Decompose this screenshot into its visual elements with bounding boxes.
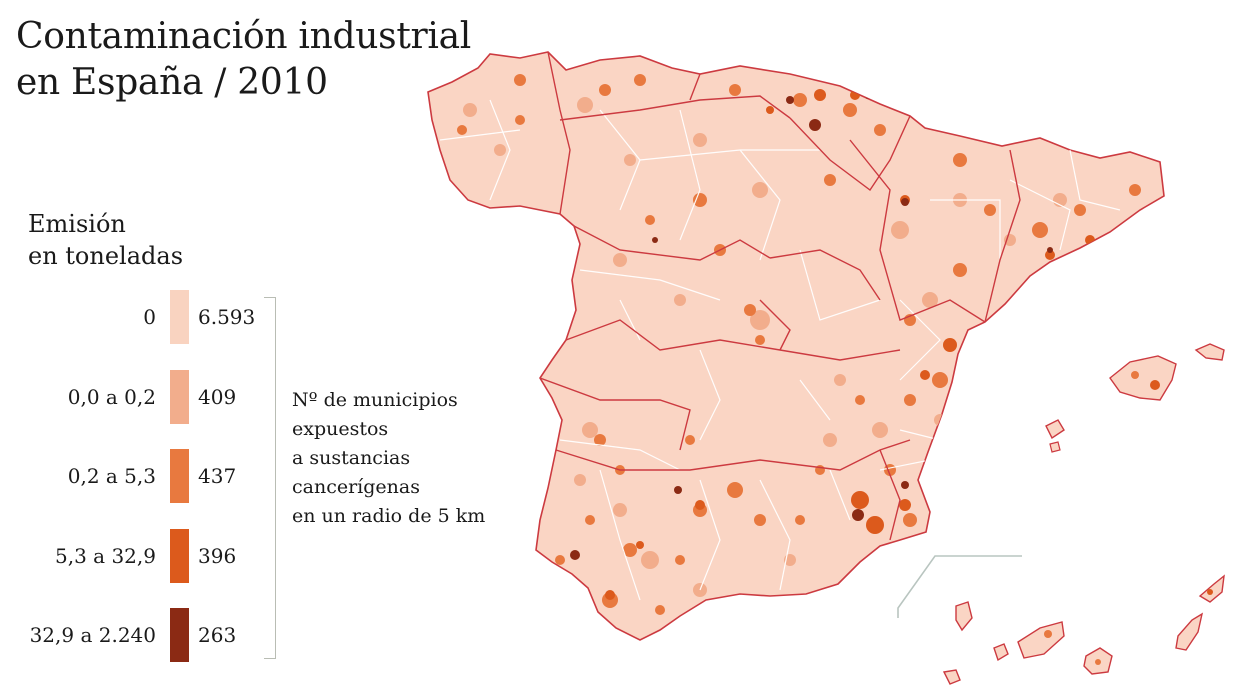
legend-range: 0,0 a 0,2 <box>67 385 156 409</box>
note-line-4: cancerígenas <box>292 476 420 498</box>
legend-title-line-2: en toneladas <box>28 242 184 270</box>
legend-count: 437 <box>198 464 237 488</box>
title-line-1: Contaminación industrial <box>16 16 471 57</box>
legend-range: 32,9 a 2.240 <box>29 623 156 647</box>
legend-swatch <box>170 449 189 503</box>
note-line-2: expuestos <box>292 418 389 440</box>
legend-row-2: 0,2 a 5,3 437 <box>0 449 280 503</box>
legend-range: 0,2 a 5,3 <box>67 464 156 488</box>
note-line-3: a sustancias <box>292 447 411 469</box>
inset-frame <box>897 555 1022 618</box>
legend-count: 263 <box>198 623 237 647</box>
canary-islands <box>942 574 1225 685</box>
province-borders <box>439 99 1121 601</box>
legend-range: 5,3 a 32,9 <box>55 544 156 568</box>
region-borders <box>539 52 1021 541</box>
legend-row-4: 32,9 a 2.240 263 <box>0 608 280 662</box>
canary-hotspot <box>1207 589 1213 595</box>
balearic-islands <box>1045 343 1225 453</box>
legend-count: 6.593 <box>198 305 256 329</box>
legend-swatch <box>170 370 189 424</box>
legend-row-1: 0,0 a 0,2 409 <box>0 370 280 424</box>
legend-row-0: 0 6.593 <box>0 290 280 344</box>
legend-title: Emisión en toneladas <box>28 208 183 272</box>
emission-hotspots <box>457 74 1141 615</box>
legend-row-3: 5,3 a 32,9 396 <box>0 529 280 583</box>
legend-count: 409 <box>198 385 237 409</box>
legend-swatch <box>170 290 189 344</box>
legend-count: 396 <box>198 544 237 568</box>
note-line-1: Nº de municipios <box>292 389 458 411</box>
mainland-spain <box>427 51 1165 641</box>
legend-title-line-1: Emisión <box>28 210 126 238</box>
legend-swatch <box>170 529 189 583</box>
legend-swatch <box>170 608 189 662</box>
note-line-5: en un radio de 5 km <box>292 505 486 527</box>
canary-hotspot <box>1095 659 1101 665</box>
canary-hotspot <box>1044 630 1052 638</box>
legend-note: Nº de municipios expuestos a sustancias … <box>292 386 532 531</box>
map-title: Contaminación industrial en España / 201… <box>16 14 536 106</box>
title-line-2: en España / 2010 <box>16 62 328 103</box>
legend-range: 0 <box>143 305 156 329</box>
legend-bracket <box>264 297 276 659</box>
